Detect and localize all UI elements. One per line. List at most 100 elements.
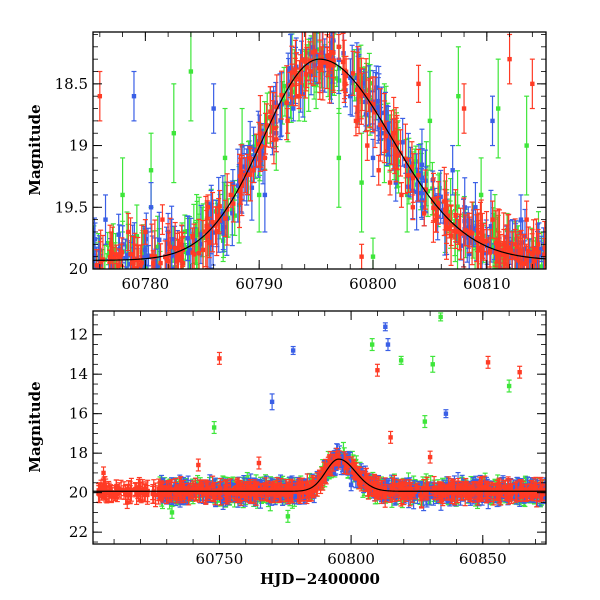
data-point — [330, 63, 336, 68]
top-panel-model-curve — [93, 58, 546, 261]
data-point — [516, 270, 520, 274]
data-point — [203, 229, 208, 234]
data-point — [524, 255, 530, 261]
data-point — [286, 68, 291, 73]
data-point — [138, 262, 143, 267]
data-point — [314, 52, 320, 57]
data-point — [349, 78, 355, 83]
x-tick-label: 60780 — [121, 275, 169, 293]
data-point — [306, 73, 311, 78]
data-point — [142, 247, 148, 253]
data-point — [502, 262, 508, 267]
data-point — [378, 122, 383, 128]
data-point — [536, 250, 541, 255]
data-point — [428, 482, 433, 487]
data-point — [187, 242, 192, 248]
data-point — [172, 246, 178, 251]
data-point — [531, 258, 537, 264]
data-point — [135, 257, 141, 263]
data-point — [353, 118, 359, 124]
data-point — [410, 205, 416, 210]
data-point — [449, 223, 454, 228]
data-point — [419, 198, 425, 203]
data-point — [162, 254, 168, 260]
data-point — [230, 181, 236, 187]
x-tick-label: 60810 — [463, 275, 511, 293]
data-point — [194, 227, 199, 232]
data-point — [109, 242, 114, 247]
data-point — [120, 192, 125, 198]
y-tick-label: 19 — [69, 137, 88, 155]
top-panel: 60780 60790 60800 60810 18.5 19 19.5 20 Magnitu… — [26, 31, 547, 293]
data-point — [419, 190, 424, 196]
data-point — [467, 229, 472, 235]
data-point — [542, 245, 546, 250]
data-point — [525, 270, 529, 274]
data-point — [490, 118, 495, 124]
data-point — [131, 261, 136, 266]
data-point — [535, 259, 540, 264]
data-point — [447, 213, 453, 218]
data-point — [469, 231, 475, 236]
data-point — [284, 100, 289, 105]
data-point — [256, 142, 261, 147]
data-point — [111, 256, 117, 261]
data-point — [128, 251, 133, 257]
data-point — [461, 106, 467, 111]
data-point — [274, 104, 280, 110]
data-point — [410, 175, 416, 181]
data-point — [94, 263, 99, 268]
data-point — [497, 265, 503, 269]
data-point — [235, 183, 241, 188]
data-point — [144, 236, 149, 242]
data-point — [167, 244, 173, 250]
data-point — [506, 248, 511, 253]
data-point — [304, 65, 310, 70]
data-point — [487, 250, 493, 255]
data-point — [93, 253, 97, 258]
data-point — [404, 192, 410, 198]
data-point — [356, 93, 362, 99]
data-point — [465, 235, 470, 240]
data-point — [542, 252, 546, 257]
data-point — [442, 199, 447, 204]
data-point — [370, 254, 376, 259]
data-point — [415, 182, 420, 187]
data-point — [216, 213, 221, 219]
data-point — [370, 102, 375, 107]
data-point — [237, 188, 242, 194]
data-point — [317, 59, 323, 65]
data-point — [374, 85, 379, 90]
data-point — [231, 201, 236, 206]
data-point — [365, 143, 370, 148]
data-point — [526, 248, 531, 254]
data-point — [399, 192, 404, 198]
data-point — [467, 251, 472, 257]
data-point — [355, 87, 360, 92]
data-point — [97, 273, 101, 277]
data-point — [416, 81, 421, 87]
data-point — [427, 118, 433, 124]
data-point — [358, 82, 363, 88]
data-point — [508, 248, 514, 254]
data-point — [260, 151, 266, 156]
y-tick-label: 18.5 — [55, 75, 88, 93]
data-point — [324, 59, 330, 64]
data-point — [178, 258, 183, 263]
data-point — [268, 109, 273, 114]
data-point — [148, 168, 154, 173]
data-point — [293, 70, 298, 76]
data-point — [355, 81, 361, 87]
data-point — [535, 242, 541, 247]
data-point — [124, 244, 130, 249]
data-point — [488, 224, 494, 229]
data-point — [376, 125, 381, 130]
data-point — [223, 216, 228, 221]
data-point — [249, 185, 255, 190]
data-point — [348, 93, 353, 99]
data-point — [328, 40, 334, 46]
data-point — [214, 228, 219, 234]
data-point — [253, 156, 258, 161]
data-point — [302, 83, 307, 88]
